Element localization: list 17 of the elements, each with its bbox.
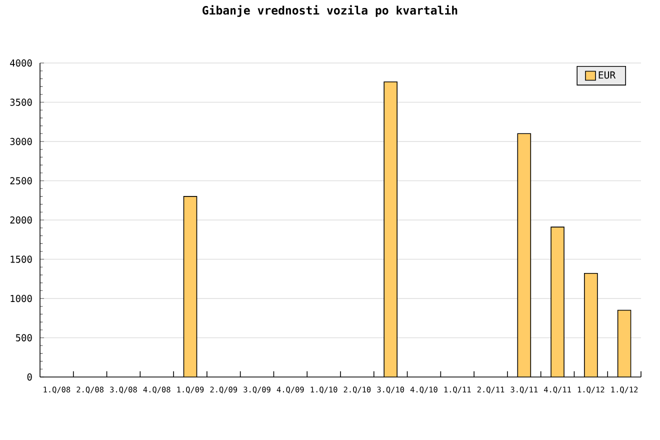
bar <box>617 310 632 377</box>
y-tick-label: 4000 <box>10 59 32 67</box>
bar <box>551 227 564 377</box>
chart-title: Gibanje vrednosti vozila po kvartalih <box>202 5 458 17</box>
bar <box>518 134 531 377</box>
y-tick-label: 0 <box>27 373 32 381</box>
legend-label: EUR <box>598 71 616 79</box>
y-tick-label: 2500 <box>10 177 32 184</box>
y-tick-label: 1000 <box>10 294 32 302</box>
bar <box>584 273 598 377</box>
y-tick-label: 3000 <box>10 138 32 146</box>
y-tick-label: 500 <box>16 334 32 342</box>
bar <box>384 82 398 377</box>
y-tick-label: 1500 <box>10 256 32 263</box>
bar <box>184 196 197 377</box>
y-tick-label: 2000 <box>10 216 32 224</box>
y-tick-label: 3500 <box>10 98 32 106</box>
